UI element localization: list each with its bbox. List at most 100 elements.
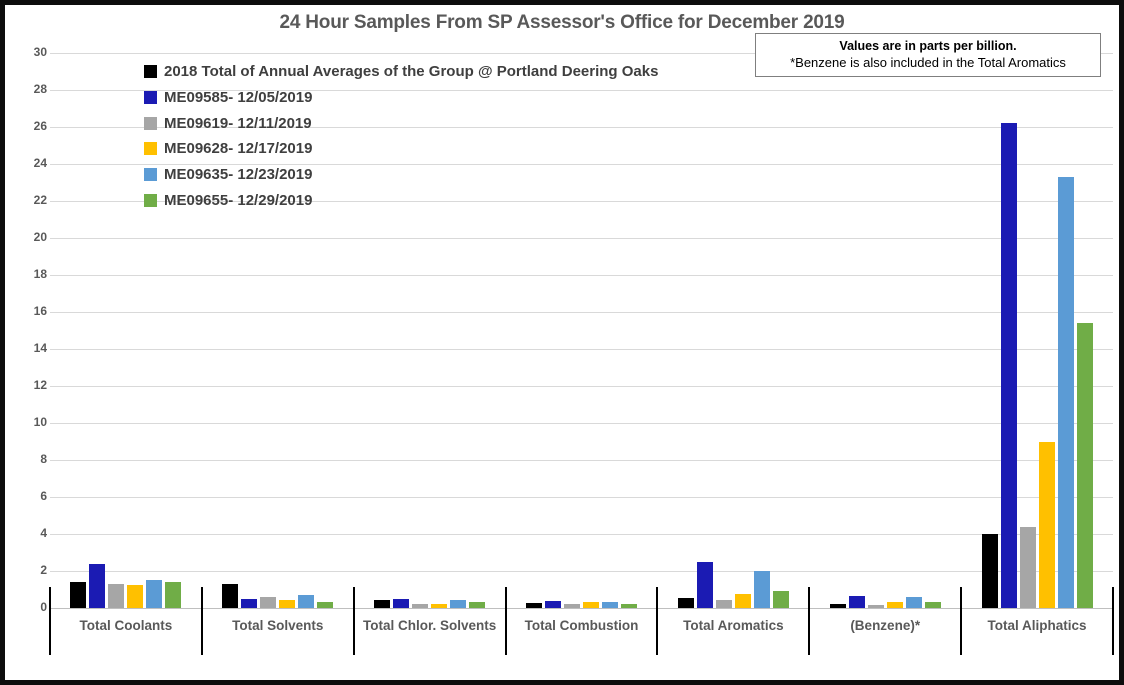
bar bbox=[165, 582, 182, 608]
category-label: Total Chlor. Solvents bbox=[362, 618, 497, 633]
category-divider bbox=[960, 587, 963, 655]
y-axis-tick-label: 18 bbox=[33, 267, 47, 281]
category-label: Total Aromatics bbox=[683, 618, 784, 633]
legend-label: ME09635- 12/23/2019 bbox=[164, 166, 313, 184]
category-divider bbox=[200, 587, 203, 655]
gridline bbox=[50, 275, 1113, 276]
y-axis-tick-label: 30 bbox=[33, 45, 47, 59]
bar bbox=[886, 602, 903, 608]
bar bbox=[1076, 323, 1093, 608]
y-axis-tick-label: 20 bbox=[33, 230, 47, 244]
bar bbox=[753, 571, 770, 608]
category-label: Total Coolants bbox=[79, 618, 173, 633]
legend-swatch bbox=[144, 168, 157, 182]
note-units-line: Values are in parts per billion. bbox=[839, 39, 1017, 53]
legend-item: ME09635- 12/23/2019 bbox=[144, 162, 658, 188]
bar bbox=[564, 604, 580, 608]
category-divider bbox=[504, 587, 507, 655]
bar bbox=[526, 603, 542, 608]
legend-label: ME09619- 12/11/2019 bbox=[164, 114, 312, 132]
bar bbox=[89, 563, 106, 608]
category-label: Total Aliphatics bbox=[987, 618, 1087, 633]
bar bbox=[1000, 123, 1017, 608]
chart-title: 24 Hour Samples From SP Assessor's Offic… bbox=[279, 12, 845, 33]
category-divider bbox=[49, 587, 51, 655]
bar bbox=[1019, 526, 1036, 608]
bar bbox=[829, 604, 846, 608]
y-axis-tick-label: 6 bbox=[40, 489, 47, 503]
gridline bbox=[50, 423, 1113, 424]
legend-label: ME09655- 12/29/2019 bbox=[164, 191, 313, 209]
y-axis-tick-label: 16 bbox=[33, 304, 47, 318]
y-axis-tick-label: 2 bbox=[40, 563, 47, 577]
category-divider bbox=[1112, 587, 1114, 655]
bar bbox=[146, 580, 163, 608]
category-divider bbox=[656, 587, 659, 655]
bar bbox=[1057, 176, 1074, 608]
gridline bbox=[50, 534, 1113, 535]
bar bbox=[241, 598, 258, 608]
bar bbox=[70, 582, 87, 608]
legend-item: ME09619- 12/11/2019 bbox=[144, 110, 658, 136]
bar bbox=[905, 596, 922, 608]
gridline bbox=[50, 349, 1113, 350]
y-axis-tick-label: 26 bbox=[33, 119, 47, 133]
gridline bbox=[50, 201, 1113, 202]
legend-label: 2018 Total of Annual Averages of the Gro… bbox=[164, 63, 659, 81]
legend-item: 2018 Total of Annual Averages of the Gro… bbox=[144, 59, 658, 85]
gridline bbox=[50, 497, 1113, 498]
bar bbox=[222, 583, 239, 608]
bar bbox=[450, 599, 467, 608]
gridline bbox=[50, 53, 1113, 54]
bar bbox=[583, 602, 599, 608]
x-axis-line bbox=[50, 608, 1113, 609]
y-axis-tick-label: 10 bbox=[33, 415, 47, 429]
note-benzene-line: *Benzene is also included in the Total A… bbox=[790, 55, 1066, 70]
gridline bbox=[50, 312, 1113, 313]
category-divider bbox=[808, 587, 811, 655]
legend-swatch bbox=[144, 65, 157, 79]
legend-swatch bbox=[144, 116, 157, 130]
bar bbox=[374, 599, 391, 608]
gridline bbox=[50, 238, 1113, 239]
bar bbox=[867, 605, 884, 608]
category-label: (Benzene)* bbox=[850, 618, 921, 633]
bar bbox=[127, 584, 144, 608]
bar bbox=[431, 604, 448, 608]
gridline bbox=[50, 90, 1113, 91]
category-label: Total Combustion bbox=[524, 618, 639, 633]
bar bbox=[279, 599, 296, 608]
legend-item: ME09585- 12/05/2019 bbox=[144, 85, 658, 111]
category-label: Total Solvents bbox=[232, 618, 324, 633]
bar bbox=[924, 602, 941, 608]
gridline bbox=[50, 164, 1113, 165]
bar bbox=[621, 604, 637, 608]
legend-item: ME09655- 12/29/2019 bbox=[144, 187, 658, 213]
bar bbox=[1038, 441, 1055, 608]
bar bbox=[260, 596, 277, 608]
y-axis-tick-label: 0 bbox=[40, 600, 47, 614]
bar bbox=[298, 595, 315, 608]
legend: 2018 Total of Annual Averages of the Gro… bbox=[144, 59, 658, 213]
note-box: Values are in parts per billion. *Benzen… bbox=[755, 33, 1101, 77]
legend-label: ME09628- 12/17/2019 bbox=[164, 140, 313, 158]
bar bbox=[772, 591, 789, 608]
gridline bbox=[50, 460, 1113, 461]
bar bbox=[696, 561, 713, 608]
bar bbox=[317, 601, 334, 608]
gridline bbox=[50, 571, 1113, 572]
plot-area: 0 2 4 6 8 10 12 14 16 18 20 22 24 26 28 30 Total Coolant… bbox=[5, 5, 1119, 680]
y-axis-tick-label: 12 bbox=[33, 378, 47, 392]
y-axis-tick-label: 24 bbox=[33, 156, 47, 170]
y-axis-tick-label: 14 bbox=[33, 341, 47, 355]
legend-swatch bbox=[144, 193, 157, 207]
bar bbox=[469, 601, 486, 608]
bar bbox=[677, 597, 694, 608]
legend-swatch bbox=[144, 91, 157, 105]
y-axis-tick-label: 8 bbox=[40, 452, 47, 466]
y-axis-tick-label: 22 bbox=[33, 193, 47, 207]
bar bbox=[602, 602, 618, 608]
bar bbox=[715, 599, 732, 608]
bar bbox=[412, 604, 429, 608]
